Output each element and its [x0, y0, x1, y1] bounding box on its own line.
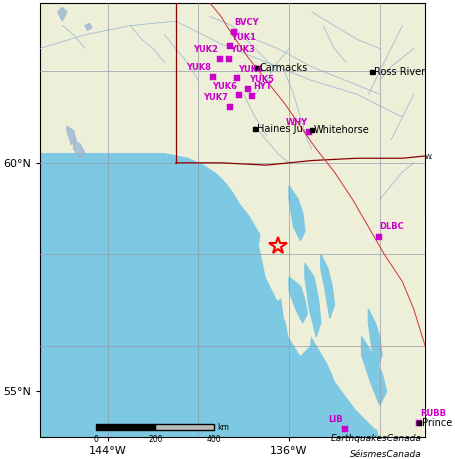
Text: YUK1: YUK1 [231, 33, 256, 42]
Polygon shape [67, 126, 76, 145]
Text: km: km [217, 423, 229, 431]
Polygon shape [255, 163, 312, 231]
Polygon shape [330, 291, 357, 355]
Text: Carmacks: Carmacks [260, 63, 308, 73]
Polygon shape [289, 172, 312, 227]
Polygon shape [384, 359, 407, 410]
Text: RUBB: RUBB [420, 409, 446, 418]
Polygon shape [321, 254, 334, 318]
Text: HYT: HYT [253, 83, 272, 91]
Polygon shape [85, 23, 92, 30]
Polygon shape [407, 401, 425, 432]
Polygon shape [380, 231, 425, 437]
Text: WHY: WHY [286, 118, 308, 127]
Text: Whitehorse: Whitehorse [314, 125, 370, 135]
Polygon shape [289, 277, 307, 323]
Text: YUK3: YUK3 [230, 45, 255, 55]
Polygon shape [362, 336, 387, 405]
Text: Haines Ju.: Haines Ju. [257, 123, 306, 134]
Polygon shape [353, 323, 384, 401]
Text: 200: 200 [148, 435, 162, 444]
Text: BVCY: BVCY [235, 18, 259, 27]
Text: LIB: LIB [328, 415, 343, 425]
Text: YUK8: YUK8 [187, 63, 211, 72]
Polygon shape [346, 163, 425, 437]
Polygon shape [282, 277, 312, 355]
Text: SéismesCanada: SéismesCanada [350, 449, 422, 459]
Polygon shape [300, 245, 339, 332]
Text: 400: 400 [207, 435, 222, 444]
Polygon shape [40, 3, 425, 437]
Text: EarthquakesCanada: EarthquakesCanada [331, 433, 422, 442]
Polygon shape [289, 186, 305, 241]
Text: YUK4: YUK4 [238, 65, 263, 73]
Polygon shape [289, 140, 425, 437]
Polygon shape [260, 231, 293, 300]
Polygon shape [282, 291, 305, 336]
Polygon shape [369, 309, 382, 369]
Text: YUK2: YUK2 [193, 45, 218, 54]
Text: W.: W. [425, 154, 433, 160]
Polygon shape [74, 140, 85, 158]
Polygon shape [40, 154, 425, 437]
Text: Ross River: Ross River [374, 67, 425, 77]
Polygon shape [58, 7, 67, 21]
Text: 0: 0 [94, 435, 99, 444]
Text: Prince: Prince [422, 419, 452, 428]
Text: YUK6: YUK6 [212, 82, 238, 90]
Polygon shape [278, 199, 323, 263]
Text: YUK5: YUK5 [249, 75, 274, 84]
Text: YUK7: YUK7 [203, 94, 228, 102]
Text: DLBC: DLBC [380, 223, 404, 231]
Polygon shape [305, 263, 321, 336]
